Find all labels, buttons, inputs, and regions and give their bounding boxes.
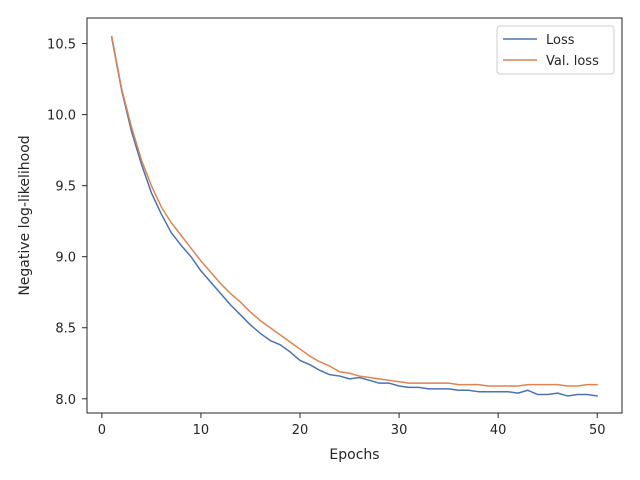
x-tick-label: 50 <box>589 423 606 438</box>
y-axis-label: Negative log-likelihood <box>17 135 33 295</box>
y-tick-label: 10.5 <box>47 38 76 53</box>
series-line-1 <box>111 35 598 387</box>
x-axis-ticks: 0 10 20 30 40 50 <box>98 413 606 438</box>
x-axis-label: Epochs <box>329 447 379 463</box>
plot-frame <box>86 17 623 414</box>
series-line-0 <box>111 37 598 397</box>
y-tick-label: 9.0 <box>55 251 76 266</box>
x-tick-label: 30 <box>391 423 408 438</box>
legend-box <box>496 25 615 75</box>
legend: Loss Val. loss <box>496 25 615 75</box>
x-tick-label: 40 <box>490 423 507 438</box>
legend-label-val-loss: Val. loss <box>546 54 599 69</box>
y-tick-label: 10.0 <box>47 109 76 124</box>
y-axis-ticks: 8.0 8.5 9.0 9.5 10.0 10.5 <box>47 38 87 408</box>
x-tick-label: 20 <box>292 423 309 438</box>
x-tick-label: 0 <box>98 423 106 438</box>
series-layer <box>111 35 598 397</box>
x-tick-label: 10 <box>193 423 210 438</box>
legend-label-loss: Loss <box>546 33 575 48</box>
y-tick-label: 8.0 <box>55 393 76 408</box>
y-tick-label: 9.5 <box>55 180 76 195</box>
y-tick-label: 8.5 <box>55 322 76 337</box>
